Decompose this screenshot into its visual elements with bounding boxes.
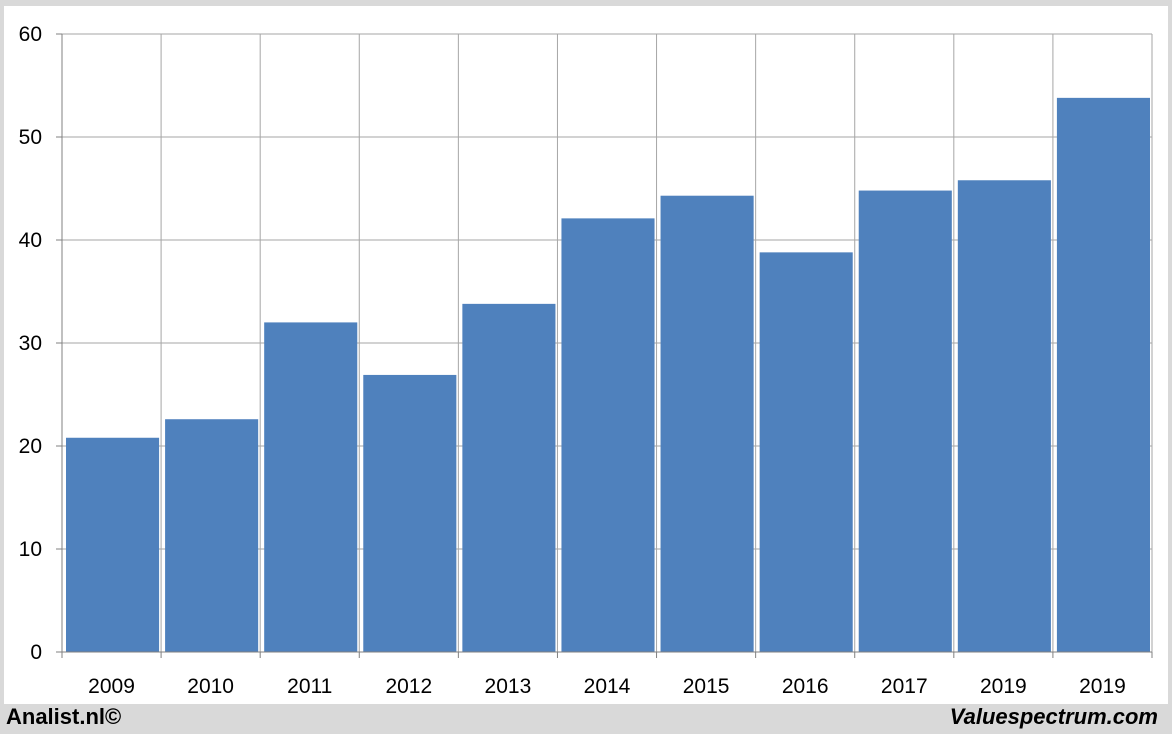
y-tick-labels: 0 10 20 30 40 50 60: [19, 23, 42, 664]
bars: [66, 97, 1150, 653]
y-tick-label: 0: [30, 641, 42, 664]
x-tick-label: 2009: [88, 675, 135, 698]
bar-2013-4: [462, 303, 556, 652]
x-tick-label: 2015: [683, 675, 730, 698]
bar-2010-1: [165, 419, 259, 652]
bar-2017-8: [858, 190, 952, 652]
bar-2019-9: [957, 180, 1051, 652]
bar-2012-3: [363, 374, 457, 652]
axes: [56, 33, 1153, 658]
analist-credit: Analist.nl©: [6, 704, 122, 729]
chart-panel: 0 10 20 30 40 50 60 2009 2010 2011 2012 2013 2014 20…: [4, 6, 1168, 704]
valuespectrum-credit: Valuespectrum.com: [949, 704, 1158, 729]
x-tick-label: 2013: [485, 675, 532, 698]
y-tick-label: 40: [19, 229, 42, 252]
y-tick-label: 30: [19, 332, 42, 355]
x-tick-label: 2019: [980, 675, 1027, 698]
grid-lines: [62, 33, 1153, 652]
x-tick-label: 2010: [187, 675, 234, 698]
y-tick-label: 50: [19, 126, 42, 149]
bar-2019-10: [1056, 97, 1150, 653]
bar-2009-0: [66, 437, 160, 652]
x-tick-label: 2017: [881, 675, 928, 698]
bar-2011-2: [264, 322, 358, 652]
x-tick-labels: 2009 2010 2011 2012 2013 2014 2015 2016 2017 2019…: [88, 675, 1126, 698]
x-tick-label: 2016: [782, 675, 829, 698]
x-tick-label: 2011: [287, 675, 332, 698]
y-tick-label: 10: [19, 538, 42, 561]
y-tick-label: 20: [19, 435, 42, 458]
x-tick-label: 2019: [1079, 675, 1126, 698]
bar-2016-7: [759, 252, 853, 653]
bar-2014-5: [561, 218, 655, 652]
x-tick-label: 2012: [385, 675, 432, 698]
x-tick-label: 2014: [584, 675, 631, 698]
y-tick-label: 60: [19, 23, 42, 46]
bar-2015-6: [660, 195, 754, 652]
